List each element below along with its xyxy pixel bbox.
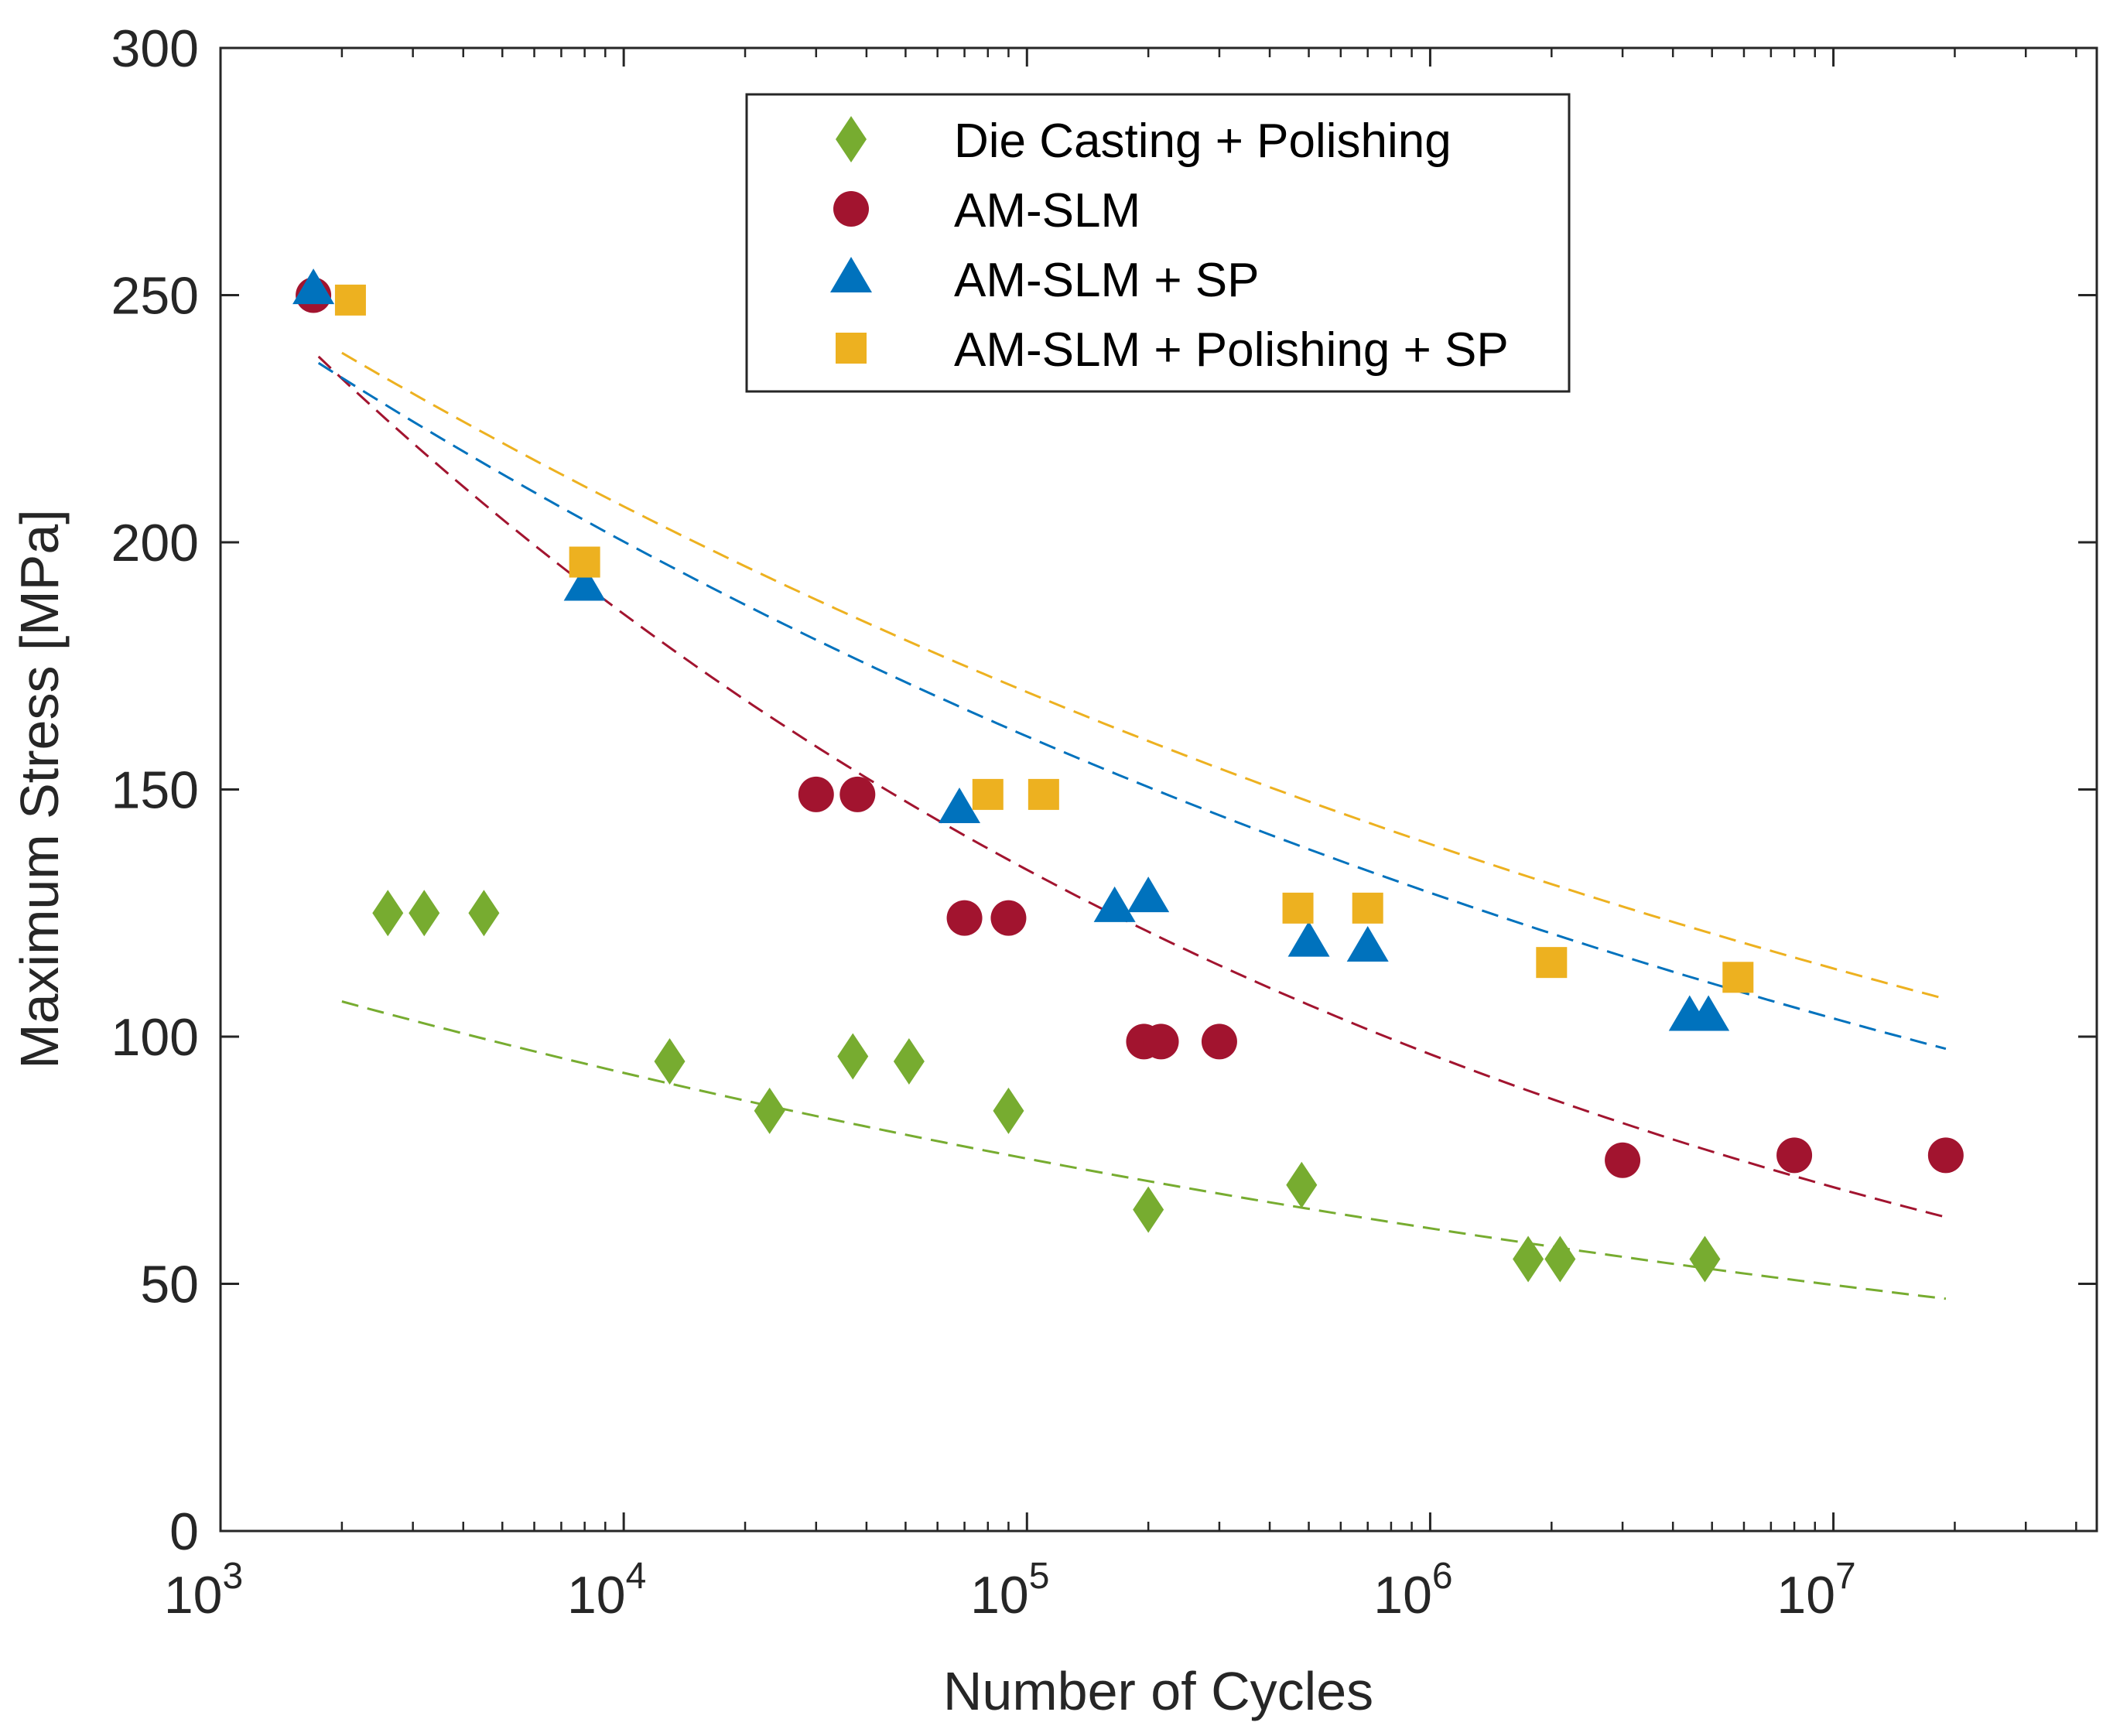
legend-label: AM-SLM + Polishing + SP (954, 323, 1509, 377)
legend-item-am-slm: AM-SLM (833, 184, 1140, 238)
am-slm-sp-point (1687, 995, 1730, 1031)
am-slm-polishing-sp-point (569, 546, 600, 578)
x-tick-label: 103 (164, 1556, 243, 1625)
die-casting-polishing-point (1544, 1235, 1576, 1283)
am-slm-sp-point (1287, 921, 1330, 957)
die-casting-polishing-point (837, 1033, 869, 1080)
legend-label: AM-SLM (954, 184, 1140, 238)
die-casting-polishing-point (654, 1037, 686, 1085)
axis-tick-labels: 0 50 100 150 200 250 300 103 104 105 106 107 (111, 19, 1856, 1625)
x-tick-label: 104 (567, 1556, 646, 1625)
legend-marker-square (836, 333, 867, 364)
am-slm-point (990, 900, 1027, 936)
y-tick-label: 0 (169, 1502, 199, 1561)
am-slm-polishing-sp-point (1352, 892, 1383, 924)
die-casting-polishing-point (409, 890, 440, 937)
legend-label: AM-SLM + SP (954, 254, 1260, 307)
legend-item-am-slm-polishing-sp: AM-SLM + Polishing + SP (836, 323, 1509, 377)
am-slm-sp-point (1127, 877, 1170, 913)
y-tick-label: 200 (111, 514, 199, 572)
die-casting-polishing-point (993, 1087, 1024, 1134)
legend-box (745, 93, 1571, 393)
x-tick-label: 107 (1776, 1556, 1855, 1625)
x-tick-label: 105 (970, 1556, 1049, 1625)
am-slm-sp-point (563, 565, 606, 601)
am-slm-point (1201, 1023, 1237, 1060)
am-slm-polishing-sp-point (334, 284, 366, 316)
y-tick-label: 50 (140, 1256, 199, 1314)
am-slm-point (839, 776, 876, 812)
am-slm-fit-line (317, 355, 1947, 1218)
am-slm-polishing-sp-point (1028, 778, 1059, 810)
am-slm-polishing-sp-point (972, 778, 1004, 810)
am-slm-point (1143, 1023, 1179, 1060)
legend-item-die-casting-polishing: Die Casting + Polishing (836, 114, 1452, 168)
die-casting-polishing-point (1286, 1161, 1318, 1208)
am-slm-polishing-sp-series (334, 284, 1754, 993)
x-tick-label: 106 (1373, 1556, 1452, 1625)
axis-ticks (219, 46, 2097, 1533)
die-casting-polishing-point (1513, 1235, 1544, 1283)
y-tick-label: 300 (111, 19, 199, 78)
y-tick-label: 100 (111, 1008, 199, 1067)
am-slm-point (1927, 1137, 1964, 1174)
am-slm-polishing-sp-point (1282, 892, 1314, 924)
x-axis-title: Number of Cycles (943, 1661, 1373, 1721)
am-slm-sp-point (292, 268, 335, 305)
am-slm-point (1776, 1137, 1813, 1174)
legend-marker-circle (833, 191, 869, 227)
legend-marker-triangle (830, 257, 872, 292)
die-casting-polishing-point (754, 1087, 785, 1134)
legend-marker-diamond (836, 116, 867, 162)
die-casting-polishing-point (1133, 1186, 1164, 1233)
am-slm-polishing-sp-point (1722, 962, 1754, 993)
am-slm-sp-point (1346, 925, 1389, 962)
am-slm-sp-fit-line (317, 361, 1947, 1051)
am-slm-point (946, 900, 983, 936)
am-slm-point (1605, 1142, 1641, 1178)
legend-item-am-slm-sp: AM-SLM + SP (830, 254, 1260, 307)
am-slm-series (296, 277, 1964, 1178)
am-slm-sp-series (292, 268, 1730, 1031)
die-casting-polishing-fit-line (341, 1000, 1947, 1300)
data-points (292, 268, 1964, 1283)
am-slm-point (798, 776, 834, 812)
die-casting-polishing-point (372, 890, 404, 937)
am-slm-polishing-sp-fit-line (341, 351, 1947, 1000)
fit-lines (317, 351, 1947, 1300)
am-slm-sp-point (1093, 886, 1136, 922)
am-slm-polishing-sp-point (1536, 947, 1568, 979)
die-casting-polishing-point (893, 1037, 925, 1085)
die-casting-polishing-point (1689, 1235, 1721, 1283)
legend: Die Casting + Polishing AM-SLM AM-SLM + SP… (745, 93, 1571, 393)
y-tick-label: 250 (111, 267, 199, 326)
legend-label: Die Casting + Polishing (954, 114, 1452, 168)
am-slm-sp-point (939, 788, 981, 824)
die-casting-polishing-series (372, 890, 1721, 1283)
y-tick-label: 150 (111, 761, 199, 820)
y-axis-title: Maximum Stress [MPa] (9, 509, 70, 1068)
die-casting-polishing-point (468, 890, 500, 937)
